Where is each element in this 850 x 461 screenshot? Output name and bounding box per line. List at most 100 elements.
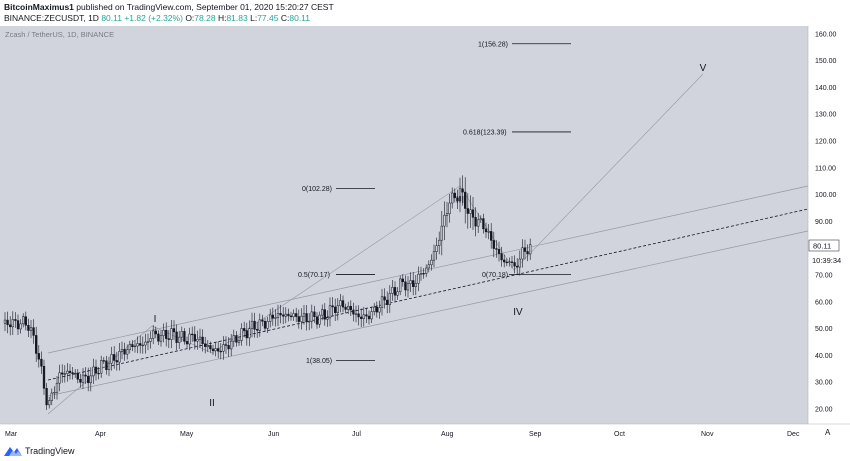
wave-label: II (209, 398, 215, 409)
candle-body (271, 314, 274, 319)
candle-body (63, 373, 66, 375)
symbol-line: BINANCE:ZECUSDT, 1D (4, 13, 99, 23)
candle-body (27, 325, 30, 331)
candle-body (133, 345, 137, 348)
candle-body (373, 306, 376, 312)
tradingview-brand: TradingView (25, 445, 75, 456)
candle-body (107, 362, 111, 370)
candle-body (495, 248, 498, 250)
candle-body (253, 320, 256, 330)
candle-body (422, 273, 425, 275)
candle-body (461, 188, 464, 193)
candle-body (250, 320, 254, 329)
auto-scale-button[interactable]: A (825, 428, 831, 437)
publish-header: BitcoinMaximus1 published on TradingView… (0, 0, 850, 26)
candle-body (188, 333, 191, 345)
candle-body (331, 305, 334, 308)
candle-body (445, 213, 449, 216)
x-tick-label: Oct (614, 431, 625, 438)
candle-body (237, 340, 241, 343)
candle-body (464, 191, 467, 209)
candle-body (336, 305, 339, 313)
time-axis[interactable] (0, 424, 850, 441)
candle-body (183, 331, 186, 342)
candle-body (425, 267, 428, 274)
candle-body (235, 335, 238, 343)
y-axis-ticks: 20.0030.0040.0050.0060.0070.0080.0090.00… (815, 31, 837, 413)
candle-body (370, 311, 373, 320)
candle-body (19, 323, 22, 330)
close-value: 80.11 (289, 13, 310, 23)
candle-body (289, 315, 293, 318)
wave-label: I (154, 314, 157, 325)
candle-body (71, 372, 74, 375)
candle-body (139, 343, 142, 346)
candle-body (37, 353, 40, 360)
channel-upper-line (47, 185, 809, 354)
candle-body (401, 278, 404, 283)
candle-body (300, 315, 303, 322)
tradingview-logo[interactable]: TradingView (4, 445, 75, 456)
x-tick-label: Nov (701, 431, 714, 438)
candle-body (419, 273, 423, 275)
candle-body (9, 324, 12, 328)
candle-body (55, 382, 59, 393)
fib-level-label: 1(38.05) (306, 358, 332, 365)
candle-body (22, 316, 25, 325)
candle-body (128, 344, 131, 351)
candle-body (388, 293, 391, 305)
y-tick-label: 70.00 (815, 273, 833, 280)
candle-body (201, 336, 204, 344)
candle-body (451, 192, 454, 204)
candle-body (248, 328, 251, 339)
close-label: C: (280, 13, 290, 23)
x-axis-ticks: Mar Apr May Jun Jul Aug Sep Oct Nov Dec (5, 431, 800, 438)
candle-body (518, 258, 521, 268)
channel-lower-line (47, 230, 809, 397)
candle-body (360, 316, 363, 319)
y-tick-label: 90.00 (815, 219, 833, 226)
candle-body (87, 375, 90, 384)
candle-body (204, 343, 207, 347)
candle-body (479, 218, 482, 221)
countdown-text: 10:39:34 (812, 256, 841, 265)
candle-body (74, 372, 77, 375)
candle-body (386, 299, 389, 305)
candle-body (308, 320, 311, 323)
candle-body (315, 316, 319, 325)
candle-body (154, 330, 157, 335)
candle-body (118, 351, 121, 363)
candle-body (339, 300, 342, 307)
y-tick-label: 160.00 (815, 31, 837, 38)
candle-body (474, 217, 477, 227)
candle-body (354, 313, 358, 315)
candle-body (136, 343, 139, 347)
candle-body (245, 330, 248, 339)
y-tick-label: 140.00 (815, 85, 837, 92)
candle-body (440, 225, 443, 241)
candlesticks (3, 175, 532, 411)
candle-body (510, 261, 514, 263)
low-label: L: (250, 13, 258, 23)
candle-body (282, 314, 285, 317)
x-tick-label: Apr (95, 431, 107, 438)
candle-body (256, 329, 259, 331)
y-tick-label: 110.00 (815, 165, 836, 172)
author-name[interactable]: BitcoinMaximus1 (4, 2, 74, 12)
price-chart[interactable]: Zcash / TetherUS, 1D, BINANCE 20.00 30.00… (0, 26, 850, 441)
candle-body (526, 251, 529, 255)
candle-body (357, 313, 360, 318)
candle-body (61, 372, 64, 375)
x-tick-label: Aug (441, 431, 454, 438)
candle-body (412, 280, 415, 287)
candle-body (198, 336, 202, 340)
candle-body (435, 245, 438, 252)
candle-body (484, 228, 488, 233)
fib-levels: 1(156.28) 0.618(123.39) 0(102.28) 0.5(70.17… (298, 41, 571, 365)
chart-area[interactable]: Zcash / TetherUS, 1D, BINANCE 20.00 30.00… (0, 26, 850, 441)
candle-body (269, 314, 272, 322)
candle-body (97, 372, 100, 375)
candle-body (217, 348, 220, 352)
candle-body (102, 360, 105, 362)
price-axis[interactable] (808, 26, 850, 424)
